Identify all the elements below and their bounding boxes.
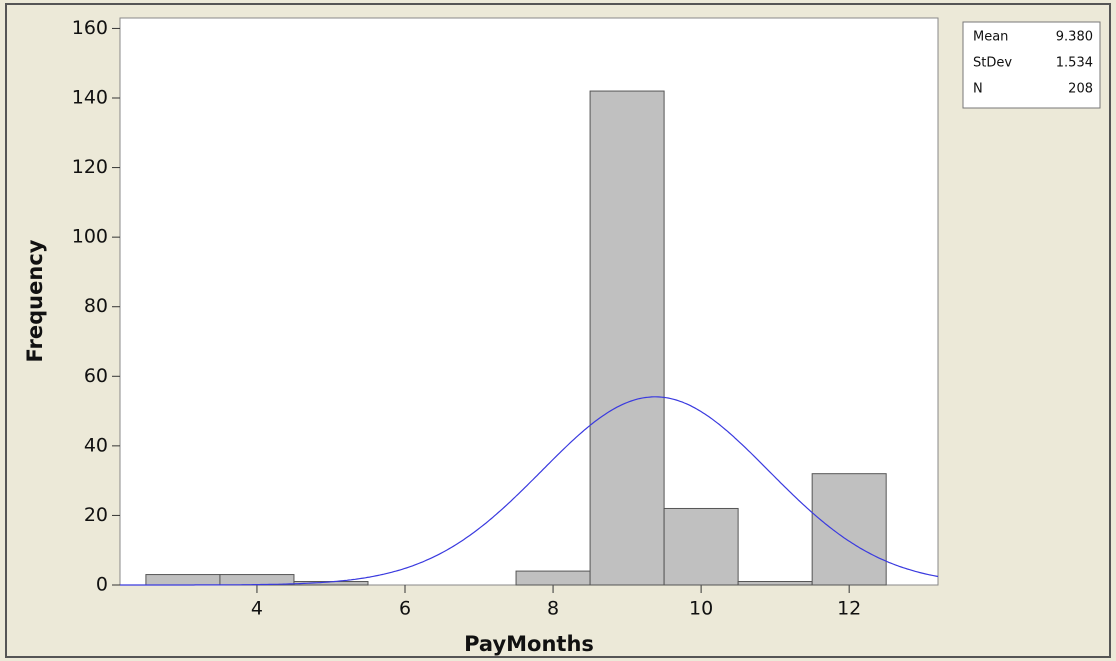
stat-name: StDev: [973, 56, 1012, 71]
bar: [663, 507, 739, 586]
bar: [145, 574, 221, 586]
y-axis-label: Frequency: [23, 239, 47, 362]
bar: [515, 570, 591, 586]
y-tick-label: 40: [84, 434, 108, 456]
bar: [737, 581, 813, 586]
stat-name: Mean: [973, 30, 1008, 45]
stat-value: 9.380: [1056, 30, 1093, 45]
y-tick-label: 80: [84, 295, 108, 317]
y-tick-label: 120: [72, 156, 108, 178]
x-tick-label: 12: [837, 598, 861, 620]
bar: [589, 90, 665, 586]
fit-curve: [120, 396, 939, 586]
bar: [811, 473, 887, 586]
x-tick-label: 8: [547, 598, 559, 620]
stat-value: 1.534: [1056, 56, 1093, 71]
stats-box: [962, 21, 1101, 109]
y-tick-label: 60: [84, 365, 108, 387]
stat-name: N: [973, 82, 983, 97]
plot-area: [119, 17, 939, 586]
x-tick-label: 6: [399, 598, 411, 620]
bar: [219, 574, 295, 586]
stat-value: 208: [1068, 82, 1093, 97]
y-tick-label: 100: [72, 226, 108, 248]
y-tick-label: 140: [72, 87, 108, 109]
x-axis-label: PayMonths: [464, 632, 594, 656]
y-tick-label: 20: [84, 504, 108, 526]
x-tick-label: 4: [251, 598, 263, 620]
x-tick-label: 10: [689, 598, 713, 620]
y-tick-label: 0: [96, 574, 108, 596]
y-tick-label: 160: [72, 17, 108, 39]
